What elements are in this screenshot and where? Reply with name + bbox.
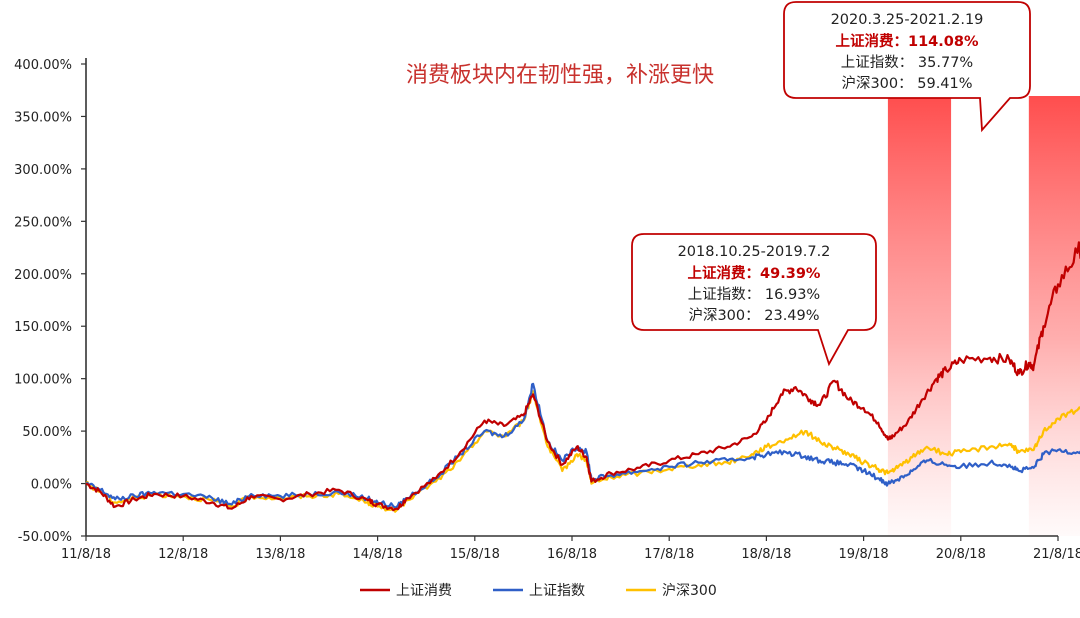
legend-label: 上证消费 bbox=[396, 583, 452, 599]
legend-item-1: 上证消费 bbox=[360, 583, 452, 599]
y-tick-label: -50.00% bbox=[18, 530, 72, 545]
highlight-bands bbox=[887, 96, 1080, 536]
x-tick-label: 15/8/18 bbox=[450, 547, 500, 562]
callout-1: 2018.10.25-2019.7.2 上证消费：49.39% 上证指数： 16.9… bbox=[631, 233, 877, 367]
y-tick-label: 400.00% bbox=[14, 58, 72, 73]
x-tick-label: 19/8/18 bbox=[839, 547, 889, 562]
x-tick-label: 17/8/18 bbox=[644, 547, 694, 562]
y-tick-label: 0.00% bbox=[31, 478, 72, 493]
callouts: 2018.10.25-2019.7.2 上证消费：49.39% 上证指数： 16.9… bbox=[631, 1, 1031, 367]
x-tick-label: 21/8/18 bbox=[1033, 547, 1080, 562]
x-tick-label: 16/8/18 bbox=[547, 547, 597, 562]
y-tick-label: 100.00% bbox=[14, 373, 72, 388]
callout-line: 上证指数： 35.77% bbox=[841, 54, 973, 71]
legend-item-3: 沪深300 bbox=[626, 583, 717, 599]
y-tick-label: 150.00% bbox=[14, 320, 72, 335]
series-lines bbox=[85, 241, 1080, 513]
x-tick-label: 11/8/18 bbox=[61, 547, 111, 562]
callout-line: 上证消费：49.39% bbox=[688, 264, 821, 282]
legend: 上证消费 上证指数 沪深300 bbox=[360, 583, 717, 599]
chart-title: 消费板块内在韧性强，补涨更快 bbox=[406, 63, 714, 88]
callout-period: 2018.10.25-2019.7.2 bbox=[678, 244, 831, 260]
y-tick-label: 300.00% bbox=[14, 163, 72, 178]
x-tick-label: 12/8/18 bbox=[158, 547, 208, 562]
highlight-band-1 bbox=[887, 96, 952, 536]
x-tick-label: 18/8/18 bbox=[741, 547, 791, 562]
y-tick-label: 200.00% bbox=[14, 268, 72, 283]
x-tick-label: 20/8/18 bbox=[936, 547, 986, 562]
y-tick-label: 250.00% bbox=[14, 215, 72, 230]
callout-line: 沪深300： 23.49% bbox=[688, 307, 819, 324]
x-tick-label: 13/8/18 bbox=[255, 547, 305, 562]
callout-2: 2020.3.25-2021.2.19 上证消费：114.08% 上证指数： 35.… bbox=[783, 1, 1031, 133]
callout-line: 上证指数： 16.93% bbox=[688, 286, 820, 303]
callout-box bbox=[783, 1, 1031, 133]
series-line-1 bbox=[85, 241, 1080, 512]
callout-box bbox=[631, 233, 877, 367]
y-tick-label: 50.00% bbox=[22, 425, 72, 440]
y-tick-label: 350.00% bbox=[14, 110, 72, 125]
legend-item-2: 上证指数 bbox=[493, 583, 585, 599]
axes: -50.00% 0.00% 50.00% 100.00% 150.00% 200.00% 2… bbox=[14, 58, 1080, 562]
callout-line: 沪深300： 59.41% bbox=[841, 75, 972, 92]
x-tick-label: 14/8/18 bbox=[353, 547, 403, 562]
legend-label: 上证指数 bbox=[529, 583, 585, 599]
callout-period: 2020.3.25-2021.2.19 bbox=[831, 12, 984, 28]
legend-label: 沪深300 bbox=[662, 583, 717, 599]
callout-line: 上证消费：114.08% bbox=[836, 32, 979, 50]
highlight-band-2 bbox=[1028, 96, 1080, 536]
